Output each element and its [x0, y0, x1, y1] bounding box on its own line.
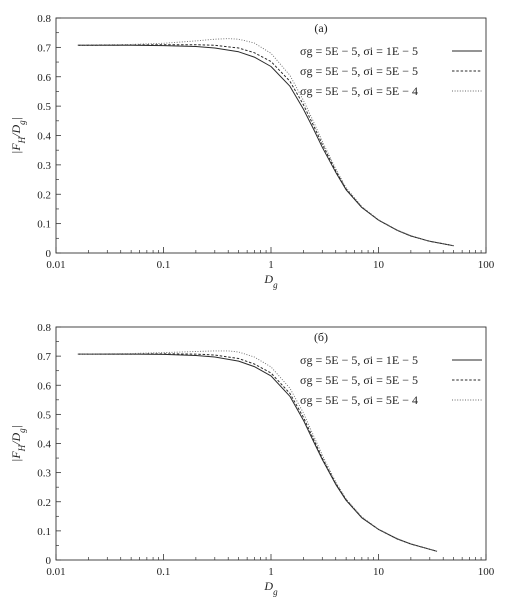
y-tick-label: 0.8: [37, 13, 51, 25]
series-line-2: [77, 44, 454, 247]
panel-a: 0 0.1 0.2 0.3 0.4 0.5 0.6 0.7 0.8 0.01 0.1 1 10 100 Dg…: [9, 13, 495, 290]
y-tick-label: 0: [46, 555, 52, 567]
series-line-1: [77, 44, 454, 247]
y-tick-label: 0.2: [37, 497, 51, 509]
legend-entry-1: σg = 5E − 5, σi = 1E − 5: [300, 353, 418, 367]
y-tick-label: 0.6: [37, 72, 51, 84]
x-tick-label: 0.1: [157, 566, 171, 578]
legend-entry-2: σg = 5E − 5, σi = 5E − 5: [300, 64, 418, 78]
y-tick-label: 0.1: [37, 219, 51, 231]
y-axis-label: |FH/Dg|: [9, 425, 27, 462]
panel-b: 0 0.1 0.2 0.3 0.4 0.5 0.6 0.7 0.8 0.01 0.1 1 10 100 Dg…: [9, 322, 495, 597]
series-line-3: [77, 38, 454, 247]
x-tick-label: 1: [268, 259, 274, 271]
y-tick-label: 0.6: [37, 380, 51, 392]
y-tick-label: 0.8: [37, 322, 51, 334]
plot-frame: [55, 326, 487, 561]
x-tick-label: 100: [478, 259, 495, 271]
y-tick-label: 0.3: [37, 160, 51, 172]
y-tick-label: 0.1: [37, 526, 51, 538]
x-tick-label: 0.1: [157, 259, 171, 271]
legend-entry-2: σg = 5E − 5, σi = 5E − 5: [300, 373, 418, 387]
panel-title: (а): [314, 21, 327, 35]
x-tick-label: 0.01: [46, 566, 65, 578]
plot-frame: [55, 17, 487, 254]
x-tick-label: 0.01: [46, 259, 65, 271]
panel-title: (б): [314, 330, 328, 344]
series-line-2: [77, 353, 438, 552]
y-tick-label: 0: [46, 248, 52, 260]
y-tick-label: 0.5: [37, 409, 51, 421]
x-tick-label: 100: [478, 566, 495, 578]
series-line-3: [77, 350, 438, 552]
y-tick-label: 0.7: [37, 351, 51, 363]
y-tick-label: 0.4: [37, 439, 51, 451]
x-axis-label: Dg: [263, 272, 278, 290]
y-tick-label: 0.7: [37, 42, 51, 54]
y-tick-label: 0.4: [37, 131, 51, 143]
y-tick-label: 0.3: [37, 468, 51, 480]
y-tick-label: 0.5: [37, 101, 51, 113]
y-axis-label: |FH/Dg|: [9, 117, 27, 154]
y-tick-label: 0.2: [37, 189, 51, 201]
legend-entry-3: σg = 5E − 5, σi = 5E − 4: [300, 393, 418, 407]
x-tick-label: 10: [373, 259, 385, 271]
x-tick-label: 10: [373, 566, 385, 578]
legend-entry-1: σg = 5E − 5, σi = 1E − 5: [300, 44, 418, 58]
x-tick-label: 1: [268, 566, 274, 578]
x-axis-label: Dg: [263, 579, 278, 597]
legend-entry-3: σg = 5E − 5, σi = 5E − 4: [300, 84, 418, 98]
